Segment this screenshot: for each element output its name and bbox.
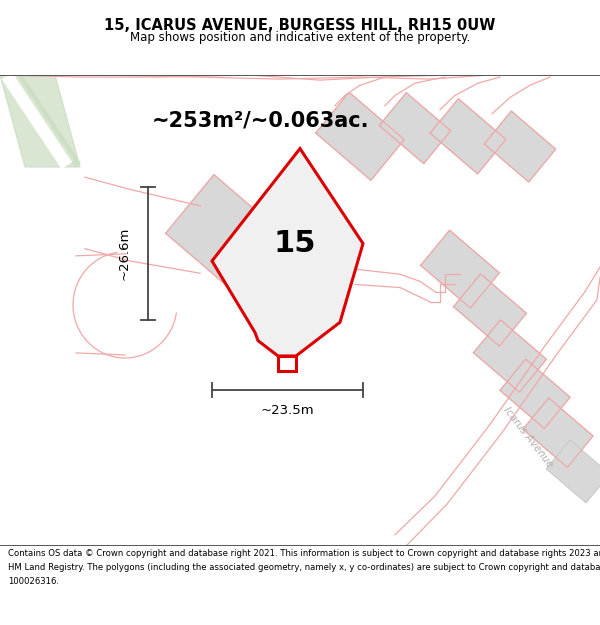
Text: ~23.5m: ~23.5m [260,404,314,417]
Text: Icarus Avenue: Icarus Avenue [502,406,554,470]
Text: 100026316.: 100026316. [8,578,59,586]
Polygon shape [484,111,556,182]
Polygon shape [166,174,295,302]
Text: Contains OS data © Crown copyright and database right 2021. This information is : Contains OS data © Crown copyright and d… [8,549,600,558]
Text: Map shows position and indicative extent of the property.: Map shows position and indicative extent… [130,31,470,44]
Polygon shape [278,356,296,371]
Text: 15, ICARUS AVENUE, BURGESS HILL, RH15 0UW: 15, ICARUS AVENUE, BURGESS HILL, RH15 0U… [104,18,496,32]
Polygon shape [0,75,600,545]
Polygon shape [473,320,547,392]
Polygon shape [454,274,526,346]
Text: ~26.6m: ~26.6m [118,227,131,281]
Polygon shape [212,149,363,356]
Polygon shape [421,230,499,308]
Polygon shape [546,440,600,503]
Polygon shape [0,75,80,167]
Text: HM Land Registry. The polygons (including the associated geometry, namely x, y c: HM Land Registry. The polygons (includin… [8,563,600,572]
Polygon shape [500,359,570,429]
Text: ~253m²/~0.063ac.: ~253m²/~0.063ac. [151,111,369,131]
Text: 15: 15 [274,229,316,258]
Polygon shape [379,92,451,164]
Polygon shape [523,398,593,468]
Polygon shape [316,92,404,180]
Polygon shape [430,99,506,174]
